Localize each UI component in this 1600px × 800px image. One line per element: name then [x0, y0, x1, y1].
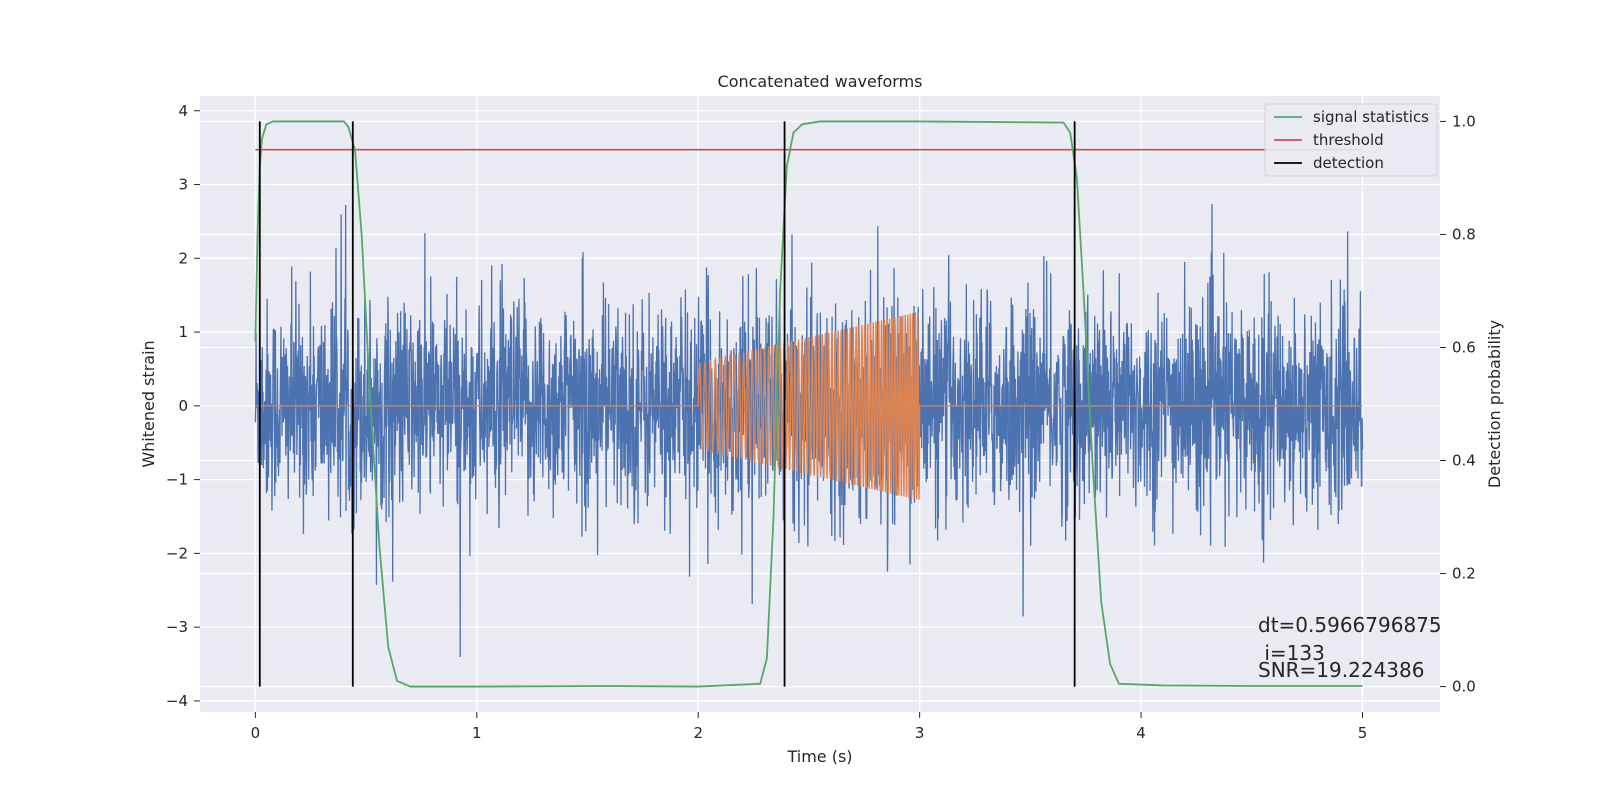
y-tick-label: −3: [166, 618, 188, 636]
signal-statistics-line: [254, 120, 1363, 688]
axes-layer: 0 1 2 3 4 5 −4 −3 −2 −1 0 1 2 3 4 0.0 0.2 0.4 0.6 0.8 1.0: [166, 102, 1476, 742]
x-tick-label: 1: [472, 724, 482, 742]
y2-axis-label: Detection probability: [1485, 320, 1504, 488]
y-tick-label: 0: [178, 397, 188, 415]
y2-tick-label: 0.2: [1452, 565, 1476, 583]
x-tick-label: 0: [251, 724, 261, 742]
annotation-index: i=133: [1258, 641, 1325, 665]
x-tick-label: 3: [915, 724, 925, 742]
annotation-snr: SNR=19.224386: [1258, 658, 1424, 682]
y2-tick-label: 0.0: [1452, 678, 1476, 696]
legend: signal statistics threshold detection: [1264, 103, 1438, 177]
y-tick-label: 2: [178, 249, 188, 267]
strain-noise-line: [254, 204, 1364, 657]
y2-tick-label: 1.0: [1452, 112, 1476, 130]
y-tick-label: 4: [178, 102, 188, 120]
y-tick-label: −2: [166, 544, 188, 562]
y-tick-label: −1: [166, 471, 188, 489]
x-tick-label: 4: [1136, 724, 1146, 742]
y-axis-label: Whitened strain: [139, 340, 158, 467]
y-tick-label: −4: [166, 692, 188, 710]
legend-label-detection: detection: [1313, 154, 1384, 172]
legend-label-signal-statistics: signal statistics: [1313, 108, 1429, 126]
data-layer: [254, 120, 1364, 688]
legend-label-threshold: threshold: [1313, 131, 1384, 149]
x-axis-label: Time (s): [786, 747, 852, 766]
x-tick-label: 5: [1358, 724, 1368, 742]
chart-title: Concatenated waveforms: [718, 72, 923, 91]
y2-tick-label: 0.6: [1452, 338, 1476, 356]
injected-chirp-line: [255, 311, 1363, 500]
x-tick-label: 2: [693, 724, 703, 742]
y-tick-label: 1: [178, 323, 188, 341]
legend-box: [1264, 103, 1438, 177]
y-tick-label: 3: [178, 176, 188, 194]
y2-tick-label: 0.8: [1452, 225, 1476, 243]
y2-tick-label: 0.4: [1452, 452, 1476, 470]
annotation-dt: dt=0.5966796875: [1258, 613, 1442, 637]
